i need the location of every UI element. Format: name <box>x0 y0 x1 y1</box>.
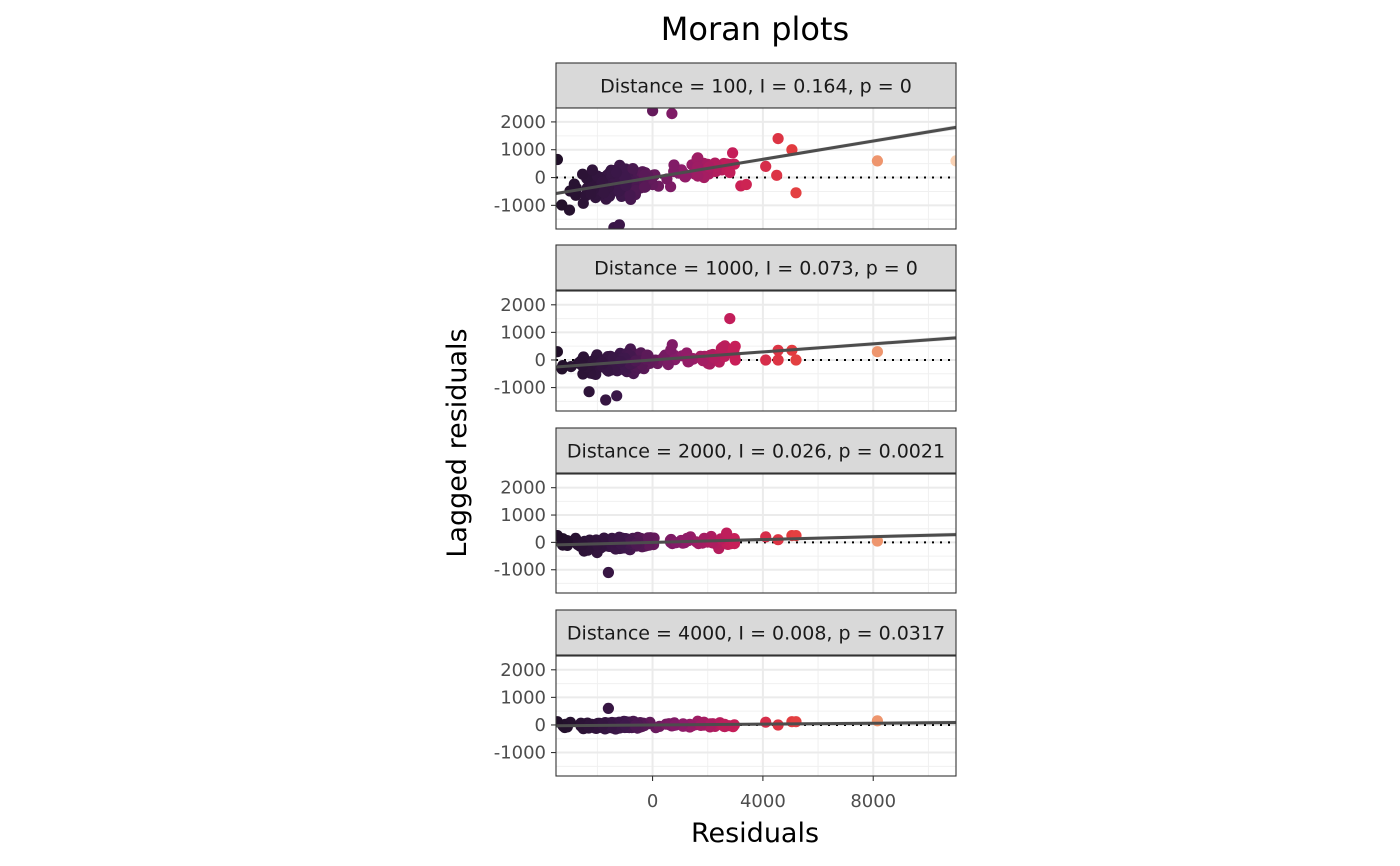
y-tick-label: 2000 <box>500 660 546 681</box>
y-tick-label: 2000 <box>500 112 546 133</box>
data-point <box>692 170 704 182</box>
panel-plot-area <box>556 474 956 593</box>
data-point <box>786 144 798 156</box>
y-tick-label: 0 <box>535 532 546 553</box>
panel-plot-area <box>556 108 956 229</box>
data-point <box>556 530 563 542</box>
x-axis-title: Residuals <box>691 818 819 849</box>
data-point <box>729 354 741 366</box>
data-point <box>627 163 639 175</box>
x-tick-label: 4000 <box>740 791 786 812</box>
strip-background <box>555 244 957 291</box>
y-tick-label: 1000 <box>500 322 546 343</box>
data-point <box>771 169 783 181</box>
data-point <box>556 153 563 166</box>
y-tick-label: 0 <box>535 715 546 736</box>
y-tick-label: -1000 <box>494 743 546 764</box>
data-point <box>724 166 736 179</box>
panel-border <box>555 473 957 594</box>
data-point <box>790 187 802 199</box>
chart-title: Moran plots <box>661 10 849 48</box>
y-tick-label: 2000 <box>500 295 546 316</box>
data-point <box>666 339 678 351</box>
data-point <box>666 108 678 120</box>
data-point <box>727 343 739 356</box>
data-point <box>639 181 651 193</box>
data-point <box>586 164 599 176</box>
data-point <box>790 354 802 366</box>
y-axis-title: Lagged residuals <box>442 328 473 557</box>
data-point <box>662 359 674 371</box>
data-point <box>950 155 956 167</box>
data-point <box>598 187 610 199</box>
y-tick-label: 0 <box>535 168 546 189</box>
data-point <box>647 108 659 117</box>
data-point <box>642 532 654 544</box>
panel-plot-area <box>556 291 956 411</box>
data-point <box>613 219 625 229</box>
data-point <box>583 386 595 398</box>
y-tick-label: 0 <box>535 350 546 371</box>
data-point <box>790 716 802 728</box>
data-point <box>611 390 623 402</box>
data-point <box>760 160 772 172</box>
regression-line <box>556 125 956 195</box>
data-point <box>717 341 729 353</box>
data-point <box>556 199 568 211</box>
y-tick-label: 1000 <box>500 505 546 526</box>
y-tick-label: 2000 <box>500 478 546 499</box>
strip-label: Distance = 100, I = 0.164, p = 0 <box>600 76 912 98</box>
panel-border <box>555 655 957 777</box>
panel-border <box>555 290 957 412</box>
y-tick-label: 1000 <box>500 687 546 708</box>
panel-border <box>555 107 957 230</box>
strip-background <box>555 609 957 656</box>
facet-panel-1: Distance = 100, I = 0.164, p = 0 2000 1000… <box>494 62 957 230</box>
data-point <box>602 702 615 715</box>
regression-line <box>556 721 956 728</box>
data-point <box>556 346 563 358</box>
x-tick-label: 0 <box>647 791 658 812</box>
panel-background <box>556 656 956 776</box>
strip-label: Distance = 4000, I = 0.008, p = 0.0317 <box>567 623 945 645</box>
facet-panel-3: Distance = 2000, I = 0.026, p = 0.0021 20… <box>494 427 957 594</box>
strip-label: Distance = 2000, I = 0.026, p = 0.0021 <box>567 441 945 463</box>
regression-line <box>556 336 956 369</box>
y-tick-label: -1000 <box>494 195 546 216</box>
data-point <box>577 168 589 180</box>
data-point <box>724 313 736 325</box>
data-point <box>727 147 739 159</box>
data-point <box>740 178 752 191</box>
data-point <box>691 153 703 165</box>
y-tick-label: 1000 <box>500 140 546 161</box>
data-point <box>602 566 615 579</box>
data-point <box>871 715 884 727</box>
y-tick-label: -1000 <box>494 378 546 399</box>
facet-panels: Distance = 100, I = 0.164, p = 0 2000 1000… <box>494 62 957 812</box>
data-point <box>760 354 772 366</box>
x-tick-label: 8000 <box>850 791 896 812</box>
data-point <box>871 155 884 167</box>
panel-plot-area <box>556 656 956 776</box>
data-point <box>668 159 680 171</box>
data-point <box>871 535 884 547</box>
data-point <box>585 188 597 200</box>
data-point <box>760 716 772 728</box>
data-point <box>721 527 733 539</box>
data-point <box>624 189 636 201</box>
regression-line <box>556 533 956 547</box>
facet-panel-4: Distance = 4000, I = 0.008, p = 0.0317 20… <box>494 609 957 812</box>
strip-background <box>555 427 957 474</box>
data-point <box>772 133 784 145</box>
strip-label: Distance = 1000, I = 0.073, p = 0 <box>594 258 918 280</box>
data-point <box>600 394 612 406</box>
strip-background <box>555 62 957 109</box>
data-point <box>610 166 623 178</box>
facet-panel-2: Distance = 1000, I = 0.073, p = 0 2000 100… <box>494 244 957 412</box>
y-tick-label: -1000 <box>494 560 546 581</box>
data-point <box>772 354 784 366</box>
data-point <box>871 346 884 358</box>
